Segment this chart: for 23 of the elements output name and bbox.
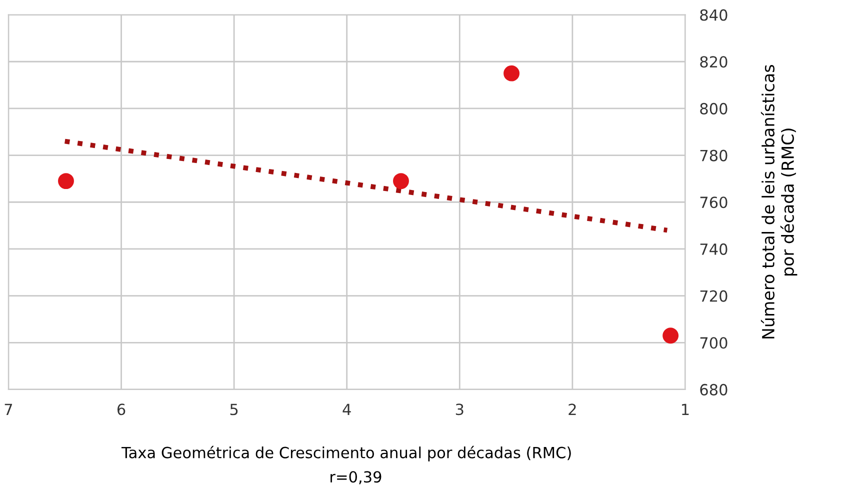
point (504, 65, 520, 82)
x-tick-label: 4 (342, 404, 351, 415)
point (662, 328, 679, 344)
y-tick-label: 720 (700, 290, 728, 302)
text: r=0,39 (330, 471, 382, 484)
point (393, 173, 409, 190)
y-axis-title: Número total de leis urbanísticas por década (RMC) (760, 65, 798, 338)
y-tick-label: 820 (700, 56, 728, 68)
y-tick-label: 680 (700, 384, 728, 396)
y-tick-label: 700 (700, 337, 728, 349)
y-tick-label: 840 (700, 9, 728, 21)
x-tick-label: 1 (682, 404, 689, 415)
x-tick-label: 3 (456, 404, 464, 416)
x-tick-label: 6 (117, 404, 126, 416)
y-tick-label: 740 (700, 243, 728, 255)
y-tick-label: 780 (700, 150, 728, 162)
y-tick-label: 800 (700, 102, 728, 114)
y-tick-label: 760 (700, 196, 728, 208)
x-axis-title: Taxa Geométrica de Crescimento anual por décadas (RMC) (121, 446, 571, 462)
x-tick-label: 7 (4, 404, 12, 415)
x-tick-label: 2 (568, 404, 576, 415)
point (58, 173, 74, 190)
x-tick-label: 5 (230, 404, 238, 416)
